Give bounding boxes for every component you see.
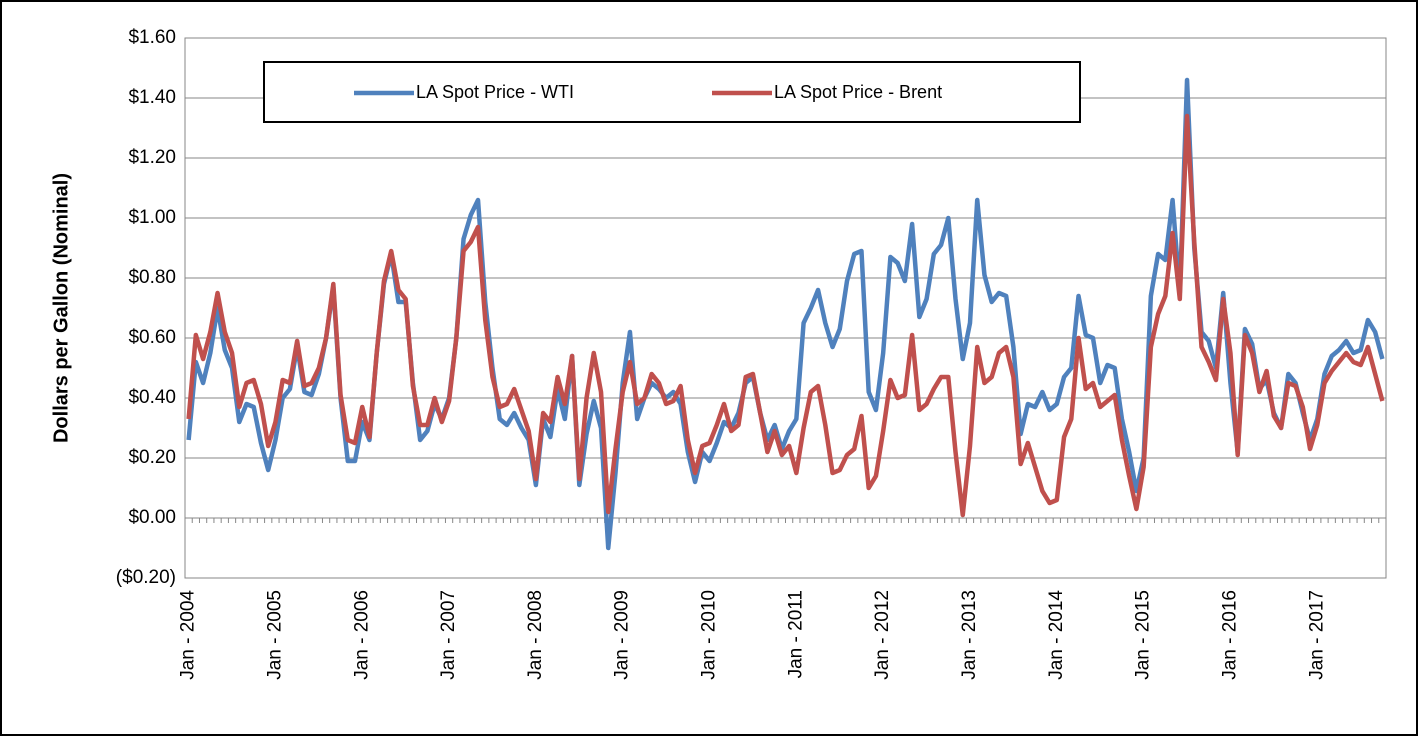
x-tick-label: Jan - 2012: [872, 590, 893, 680]
y-tick-label: ($0.20): [116, 567, 176, 588]
series-line: [186, 113, 1385, 518]
plot-border: [184, 37, 1387, 579]
y-tick-label: $1.60: [128, 27, 176, 48]
x-tick-label: Jan - 2010: [699, 590, 720, 680]
x-tick-label: Jan - 2009: [612, 590, 633, 680]
y-axis-title: Dollars per Gallon (Nominal): [50, 173, 72, 443]
x-tick-label: Jan - 2005: [264, 590, 285, 680]
x-tick-label: Jan - 2015: [1133, 590, 1154, 680]
y-tick-label: $1.20: [128, 147, 176, 168]
x-tick-label: Jan - 2008: [525, 590, 546, 680]
x-tick-label: Jan - 2011: [785, 590, 806, 678]
x-tick-label: Jan - 2007: [438, 590, 459, 680]
x-tick-label: Jan - 2006: [351, 590, 372, 680]
y-tick-label: $1.40: [128, 87, 176, 108]
y-tick-label: $1.00: [128, 207, 176, 228]
y-tick-label: $0.80: [128, 267, 176, 288]
legend-label: LA Spot Price - Brent: [774, 82, 942, 102]
y-tick-label: $0.40: [128, 387, 176, 408]
x-tick-label: Jan - 2004: [178, 590, 199, 680]
x-tick-label: Jan - 2017: [1306, 590, 1327, 680]
y-tick-label: $0.00: [128, 507, 176, 528]
y-tick-label: $0.60: [128, 327, 176, 348]
legend-label: LA Spot Price - WTI: [416, 82, 574, 102]
x-tick-label: Jan - 2016: [1219, 590, 1240, 680]
y-tick-label: $0.20: [128, 447, 176, 468]
x-tick-label: Jan - 2014: [1046, 590, 1067, 680]
x-tick-label: Jan - 2013: [959, 590, 980, 680]
